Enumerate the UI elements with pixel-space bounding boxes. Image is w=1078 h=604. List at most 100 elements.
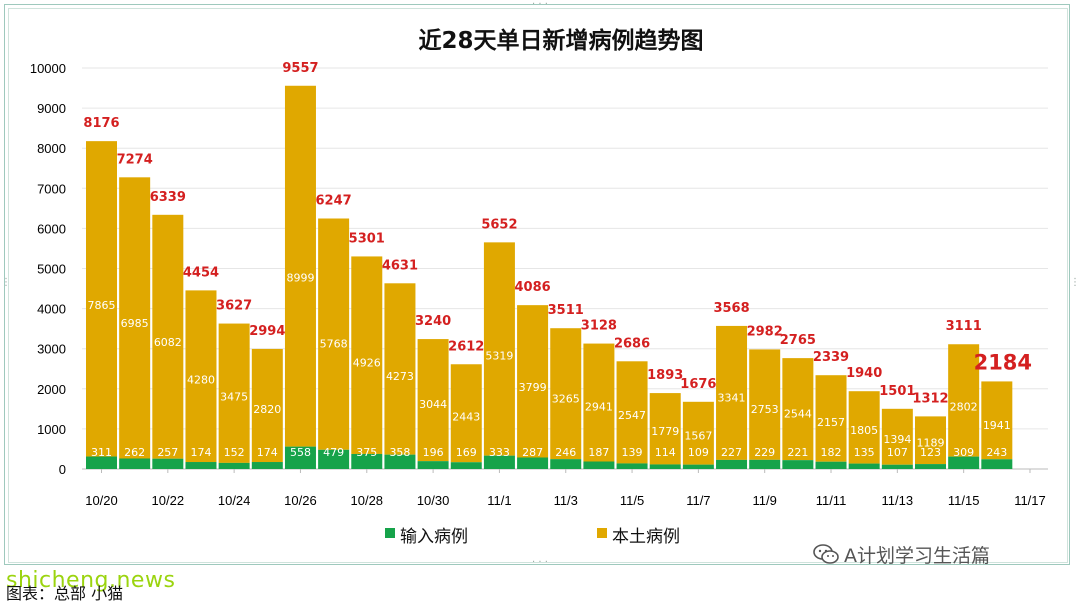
y-tick-label: 9000 bbox=[37, 101, 66, 116]
total-label: 1893 bbox=[647, 368, 683, 383]
x-tick-label: 11/5 bbox=[620, 493, 644, 508]
imported-label: 262 bbox=[124, 446, 145, 459]
chart-title: 近28天单日新增病例趋势图 bbox=[418, 27, 703, 54]
x-tick-label: 10/26 bbox=[284, 493, 317, 508]
bar-local bbox=[483, 242, 515, 456]
x-tick-label: 10/24 bbox=[218, 493, 251, 508]
bar-local bbox=[749, 349, 781, 460]
bar-local bbox=[119, 177, 151, 459]
x-axis: 10/20 10/22 10/24 10/26 10/28 10/30 11/1 11/3 11… bbox=[85, 469, 1046, 508]
resize-handle-bottom[interactable]: · · · bbox=[532, 557, 548, 568]
y-tick-label: 7000 bbox=[37, 181, 66, 196]
imported-label: 135 bbox=[854, 446, 875, 459]
y-tick-label: 0 bbox=[59, 462, 66, 477]
bar-local bbox=[284, 85, 316, 447]
imported-label: 152 bbox=[224, 446, 245, 459]
total-label: 4454 bbox=[183, 265, 219, 280]
imported-label: 375 bbox=[356, 446, 377, 459]
local-label: 2157 bbox=[817, 416, 845, 429]
local-label: 2544 bbox=[784, 408, 812, 421]
bar-imported bbox=[119, 458, 151, 469]
bar-imported bbox=[749, 459, 781, 469]
local-label: 6082 bbox=[154, 336, 182, 349]
y-axis: 0 1000 2000 3000 4000 5000 6000 7000 8000 9000 100… bbox=[30, 61, 66, 477]
imported-label: 139 bbox=[622, 446, 643, 459]
bar-imported bbox=[782, 460, 814, 469]
imported-label: 169 bbox=[456, 446, 477, 459]
bar-imported bbox=[881, 464, 913, 469]
y-tick-label: 1000 bbox=[37, 422, 66, 437]
resize-handle-top[interactable]: · · · bbox=[532, 0, 548, 10]
imported-label: 479 bbox=[323, 446, 344, 459]
total-label: 3128 bbox=[581, 319, 617, 334]
bar-local bbox=[815, 375, 847, 462]
bar-imported bbox=[649, 464, 681, 469]
bar-imported bbox=[251, 462, 283, 469]
local-label: 5319 bbox=[485, 350, 513, 363]
bar-imported bbox=[384, 454, 416, 469]
local-label: 2941 bbox=[585, 400, 613, 413]
total-label: 1940 bbox=[846, 366, 882, 381]
total-label: 2686 bbox=[614, 336, 650, 351]
total-label: 4086 bbox=[514, 280, 550, 295]
bar-imported bbox=[815, 461, 847, 469]
total-label: 2994 bbox=[249, 324, 285, 339]
bar-local bbox=[848, 391, 880, 464]
x-tick-label: 11/3 bbox=[554, 493, 578, 508]
bars: 8176 7865 311 7274 6985 262 6339 6082 257 4454 428… bbox=[83, 61, 1032, 469]
bar-imported bbox=[284, 446, 316, 469]
bar-local bbox=[450, 364, 482, 463]
bar-imported bbox=[682, 464, 714, 469]
bar-local bbox=[981, 381, 1013, 460]
bar-imported bbox=[450, 462, 482, 469]
x-tick-label: 11/1 bbox=[487, 493, 511, 508]
bar-local bbox=[881, 408, 913, 465]
legend-label-local: 本土病例 bbox=[612, 527, 680, 547]
local-label: 2443 bbox=[452, 411, 480, 424]
bar-imported bbox=[915, 464, 946, 469]
chart-caption: 图表：总部 小猫 bbox=[6, 584, 124, 603]
bar-imported bbox=[152, 458, 184, 469]
total-label: 1501 bbox=[879, 384, 915, 399]
y-tick-label: 5000 bbox=[37, 262, 66, 277]
bar-imported bbox=[318, 449, 350, 469]
bar-local bbox=[152, 214, 184, 459]
imported-label: 309 bbox=[953, 446, 974, 459]
x-tick-label: 11/15 bbox=[948, 493, 980, 508]
imported-label: 114 bbox=[655, 446, 676, 459]
bar-local bbox=[351, 256, 383, 454]
bar-local bbox=[384, 283, 416, 455]
resize-handle-left[interactable]: ⋮ bbox=[1, 277, 11, 288]
total-label: 2339 bbox=[813, 350, 849, 365]
chart-frame-inner bbox=[8, 8, 1068, 563]
resize-handle-right[interactable]: ⋮ bbox=[1070, 277, 1078, 288]
imported-label: 257 bbox=[157, 446, 178, 459]
local-label: 4926 bbox=[353, 357, 381, 370]
imported-label: 221 bbox=[787, 446, 808, 459]
local-label: 2547 bbox=[618, 409, 646, 422]
wechat-icon bbox=[813, 544, 839, 564]
imported-label: 187 bbox=[588, 446, 609, 459]
local-label: 3799 bbox=[519, 381, 547, 394]
x-tick-label: 11/9 bbox=[753, 493, 777, 508]
local-label: 1567 bbox=[684, 429, 712, 442]
total-label: 7274 bbox=[117, 152, 153, 167]
x-tick-label: 11/7 bbox=[686, 493, 710, 508]
bar-local bbox=[517, 305, 549, 458]
imported-label: 109 bbox=[688, 446, 709, 459]
bar-local bbox=[86, 141, 117, 457]
y-tick-label: 3000 bbox=[37, 342, 66, 357]
x-tick-label: 11/13 bbox=[882, 493, 914, 508]
bar-local bbox=[218, 323, 250, 463]
local-label: 3475 bbox=[220, 390, 248, 403]
bar-local bbox=[915, 416, 946, 465]
y-tick-label: 6000 bbox=[37, 221, 66, 236]
bar-imported bbox=[716, 459, 748, 469]
imported-label: 182 bbox=[821, 446, 842, 459]
total-label: 3111 bbox=[946, 319, 982, 334]
bar-local bbox=[616, 361, 648, 464]
total-label: 3240 bbox=[415, 314, 451, 329]
imported-label: 196 bbox=[423, 446, 444, 459]
total-label: 3627 bbox=[216, 299, 252, 314]
total-label: 2765 bbox=[780, 333, 816, 348]
